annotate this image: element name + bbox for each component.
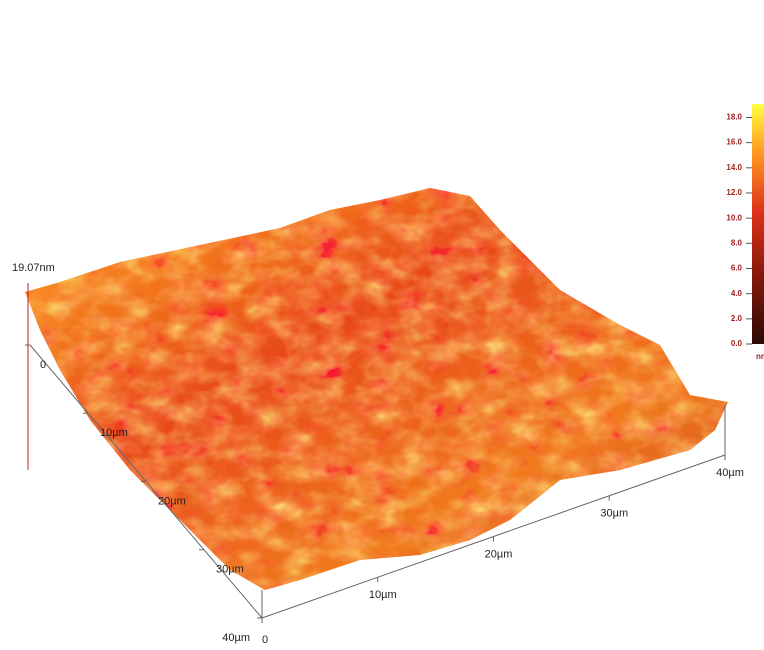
colorbar-tick-label: 18.0 — [726, 113, 742, 122]
y-tick-label: 0 — [262, 634, 268, 646]
x-tick-label: 30µm — [216, 564, 244, 576]
x-tick-label: 10µm — [100, 427, 128, 439]
afm-surface-plot: 19.07nm nm 0 10µm 20µm 30µm 40µm 0 10µm 20µm 30µ… — [0, 0, 764, 650]
colorbar-tick-label: 8.0 — [731, 238, 743, 247]
y-tick-label: 30µm — [600, 508, 628, 520]
figure: 19.07nm nm 0 10µm 20µm 30µm 40µm 0 10µm 20µm 30µ… — [0, 0, 764, 650]
colorbar-unit: nm — [756, 352, 764, 361]
y-tick-label: 40µm — [716, 467, 744, 479]
x-tick-label: 40µm — [222, 632, 250, 644]
y-tick-label: 10µm — [369, 589, 397, 601]
colorbar-tick-label: 6.0 — [731, 264, 743, 273]
z-max-label: 19.07nm — [12, 262, 55, 274]
colorbar-tick-label: 10.0 — [726, 213, 742, 222]
colorbar-tick-label: 16.0 — [726, 138, 742, 147]
x-tick-label: 20µm — [158, 495, 186, 507]
colorbar-tick-label: 0.0 — [731, 339, 743, 348]
colorbar-tick-label: 14.0 — [726, 163, 742, 172]
surface — [0, 180, 740, 600]
x-tick-label: 0 — [40, 359, 46, 371]
colorbar-tick-label: 12.0 — [726, 188, 742, 197]
colorbar-tick-label: 4.0 — [731, 289, 743, 298]
colorbar — [752, 104, 764, 344]
y-tick-label: 20µm — [485, 548, 513, 560]
colorbar-tick-label: 2.0 — [731, 314, 743, 323]
